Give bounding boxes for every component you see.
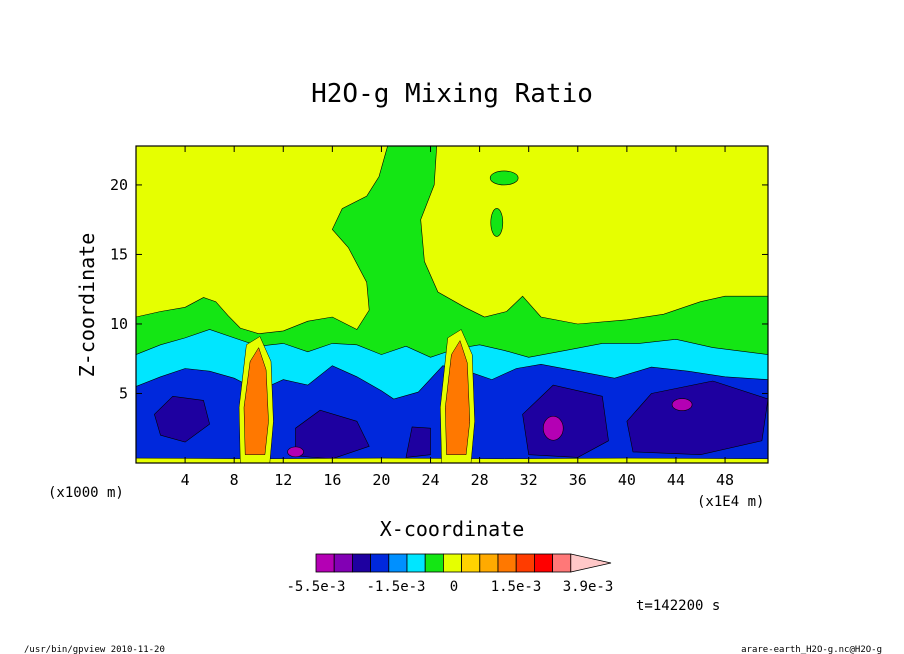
x-axis-title: X-coordinate — [380, 517, 525, 541]
region-dark — [154, 395, 210, 443]
colorbar-segment — [424, 553, 444, 573]
region-max — [445, 340, 471, 455]
colorbar-segment — [333, 553, 353, 573]
colorbar-segment — [315, 553, 335, 573]
x-tick-label: 28 — [471, 471, 489, 489]
x-tick-label: 44 — [667, 471, 685, 489]
colorbar-label: 0 — [450, 579, 458, 595]
footer-right: arare-earth_H2O-g.nc@H2O-g — [741, 645, 882, 654]
colorbar-label: 3.9e-3 — [563, 579, 614, 595]
x-tick-label: 16 — [323, 471, 341, 489]
plot-frame — [135, 145, 769, 464]
colorbar-segment — [370, 553, 390, 573]
x-tick-label: 4 — [181, 471, 190, 489]
colorbar-segment — [497, 553, 517, 573]
region-min — [287, 446, 304, 458]
colorbar-segment — [461, 553, 481, 573]
colorbar: -5.5e-3 -1.5e-3 0 1.5e-3 3.9e-3 — [286, 553, 614, 595]
region-dark — [405, 426, 431, 458]
colorbar-segment — [351, 553, 371, 573]
colorbar-segment — [479, 553, 499, 573]
colorbar-segment — [534, 553, 554, 573]
colorbar-segment — [442, 553, 462, 573]
plot-field — [136, 146, 768, 463]
region-min — [542, 415, 564, 441]
x-tick-label: 12 — [274, 471, 292, 489]
region-mid-island — [489, 170, 519, 186]
footer-left: /usr/bin/gpview 2010-11-20 — [24, 645, 165, 654]
region-min — [671, 398, 693, 411]
y-tick-label: 10 — [110, 315, 128, 333]
colorbar-segment — [406, 553, 426, 573]
x-unit-left: (x1000 m) — [48, 485, 124, 501]
x-tick-label: 32 — [520, 471, 538, 489]
x-tick-label: 48 — [716, 471, 734, 489]
x-unit-right: (x1E4 m) — [697, 494, 764, 510]
x-tick-label: 8 — [230, 471, 239, 489]
x-tick-label: 20 — [372, 471, 390, 489]
time-label: t=142200 s — [636, 598, 720, 614]
chart-title: H2O-g Mixing Ratio — [311, 79, 593, 109]
region-max — [243, 347, 269, 455]
colorbar-label: -5.5e-3 — [286, 579, 345, 595]
colorbar-label: -1.5e-3 — [366, 579, 425, 595]
y-tick-label: 5 — [119, 384, 128, 402]
colorbar-segment — [552, 553, 572, 573]
colorbar-label: 1.5e-3 — [491, 579, 542, 595]
x-tick-label: 36 — [569, 471, 587, 489]
colorbar-segment — [515, 553, 535, 573]
region-mid-island — [490, 208, 504, 237]
y-tick-label: 20 — [110, 176, 128, 194]
y-axis-title: Z-coordinate — [75, 233, 99, 378]
region-dark — [626, 380, 768, 456]
colorbar-segment — [570, 553, 612, 573]
y-tick-label: 15 — [110, 245, 128, 263]
colorbar-segment — [388, 553, 408, 573]
x-tick-label: 40 — [618, 471, 636, 489]
x-tick-label: 24 — [421, 471, 439, 489]
